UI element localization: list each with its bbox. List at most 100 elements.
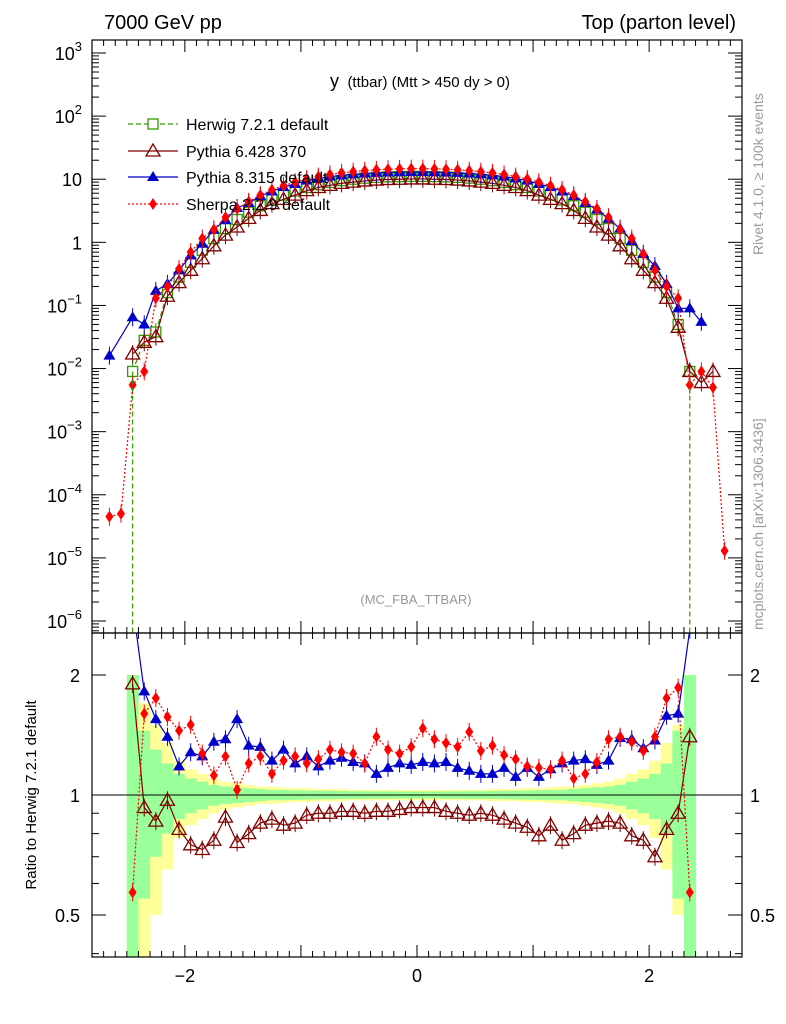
ratio-point-pythia-6-428-370 <box>286 814 304 829</box>
legend-label-pythia-8-315-default: Pythia 8.315 default <box>186 170 328 187</box>
mcplots-reference-label: mcplots.cern.ch [arXiv:1306.3436] <box>750 418 766 630</box>
main-point-pythia-8-315-default <box>695 315 708 326</box>
ratio-point-sherpa-2-2-9-default <box>291 750 300 763</box>
main-point-sherpa-2-2-9-default <box>592 202 601 215</box>
ratio-point-sherpa-2-2-9-default <box>233 783 242 796</box>
ratio-point-sherpa-2-2-9-default <box>685 886 694 899</box>
main-point-pythia-6-428-370 <box>263 195 281 210</box>
ratio-point-pythia-8-315-default <box>381 761 394 772</box>
ratio-point-sherpa-2-2-9-default <box>616 730 625 743</box>
ratio-point-sherpa-2-2-9-default <box>163 710 172 723</box>
ratio-point-sherpa-2-2-9-default <box>639 744 648 757</box>
ratio-point-pythia-8-315-default <box>161 730 174 741</box>
main-point-pythia-6-428-370 <box>553 195 571 210</box>
main-point-sherpa-2-2-9-default <box>407 162 416 175</box>
main-point-pythia-8-315-default <box>138 318 151 329</box>
main-point-sherpa-2-2-9-default <box>662 280 671 293</box>
ratio-point-sherpa-2-2-9-default <box>349 747 358 760</box>
main-point-pythia-6-428-370 <box>577 210 594 224</box>
main-point-pythia-6-428-370 <box>704 363 722 378</box>
main-point-sherpa-2-2-9-default <box>360 164 369 177</box>
ratio-point-pythia-8-315-default <box>498 761 511 772</box>
legend-marker-pythia-8-315-default <box>147 171 159 181</box>
ratio-point-pythia-8-315-default <box>474 767 487 778</box>
main-point-sherpa-2-2-9-default <box>105 510 114 523</box>
legend-label-herwig-7-2-1-default: Herwig 7.2.1 default <box>186 117 329 134</box>
main-point-sherpa-2-2-9-default <box>163 280 172 293</box>
main-point-pythia-6-428-370 <box>205 237 223 252</box>
main-point-sherpa-2-2-9-default <box>488 166 497 179</box>
legend: Herwig 7.2.1 default Pythia 6.428 370 Pyth… <box>128 117 331 214</box>
main-point-sherpa-2-2-9-default <box>244 195 253 208</box>
ratio-point-pythia-6-428-370 <box>345 803 362 817</box>
ratio-point-pythia-6-428-370 <box>310 804 327 819</box>
ratio-y-tick-label-right: 2 <box>750 666 760 686</box>
main-point-pythia-6-428-370 <box>542 191 559 205</box>
main-point-sherpa-2-2-9-default <box>697 365 706 378</box>
ratio-band-green <box>683 675 697 957</box>
ratio-point-pythia-6-428-370 <box>681 728 698 743</box>
ratio-point-pythia-6-428-370 <box>379 803 397 817</box>
main-point-pythia-6-428-370 <box>252 202 269 217</box>
ratio-point-sherpa-2-2-9-default <box>662 692 671 705</box>
main-point-pythia-6-428-370 <box>507 179 524 194</box>
ratio-point-pythia-8-315-default <box>451 761 464 772</box>
main-point-sherpa-2-2-9-default <box>117 507 126 520</box>
main-point-sherpa-2-2-9-default <box>720 544 729 557</box>
main-point-pythia-6-428-370 <box>310 179 327 194</box>
main-point-sherpa-2-2-9-default <box>325 168 334 181</box>
main-point-pythia-6-428-370 <box>159 287 176 302</box>
ratio-point-pythia-8-315-default <box>184 746 197 757</box>
ratio-point-sherpa-2-2-9-default <box>140 707 149 720</box>
header-left-label: 7000 GeV pp <box>104 12 222 34</box>
ratio-y-tick-label-left: 1 <box>70 786 80 806</box>
ratio-band-green <box>649 773 662 820</box>
ratio-point-sherpa-2-2-9-default <box>128 886 137 899</box>
ratio-point-pythia-6-428-370 <box>658 821 675 836</box>
ratio-point-pythia-8-315-default <box>660 709 673 720</box>
header-right-label: Top (parton level) <box>581 12 736 34</box>
main-point-pythia-6-428-370 <box>228 218 246 233</box>
main-point-pythia-6-428-370 <box>286 186 304 201</box>
y-tick-label: 1 <box>72 233 82 253</box>
main-point-sherpa-2-2-9-default <box>209 223 218 236</box>
ratio-point-pythia-8-315-default <box>254 740 267 751</box>
main-point-pythia-8-315-default <box>683 302 696 313</box>
main-point-sherpa-2-2-9-default <box>256 189 265 202</box>
main-point-sherpa-2-2-9-default <box>291 176 300 189</box>
ratio-point-pythia-6-428-370 <box>217 808 234 823</box>
ratio-point-pythia-8-315-default <box>207 735 220 746</box>
main-point-sherpa-2-2-9-default <box>349 165 358 178</box>
ratio-point-pythia-6-428-370 <box>530 827 548 842</box>
ratio-point-pythia-6-428-370 <box>484 806 501 821</box>
ratio-y-axis-label: Ratio to Herwig 7.2.1 default <box>23 700 40 890</box>
ratio-point-sherpa-2-2-9-default <box>337 746 346 759</box>
main-point-pythia-6-428-370 <box>333 175 350 190</box>
x-tick-label: 0 <box>412 966 422 986</box>
main-point-sherpa-2-2-9-default <box>442 163 451 176</box>
ratio-point-pythia-8-315-default <box>509 770 522 781</box>
ratio-point-pythia-8-315-default <box>416 755 429 766</box>
main-point-sherpa-2-2-9-default <box>151 292 160 305</box>
ratio-point-pythia-6-428-370 <box>461 806 478 821</box>
ratio-y-tick-label-right: 1 <box>750 786 760 806</box>
x-tick-label: 2 <box>644 966 654 986</box>
ratio-point-pythia-6-428-370 <box>449 804 466 819</box>
main-point-sherpa-2-2-9-default <box>581 195 590 208</box>
rivet-version-label: Rivet 4.1.0, ≥ 100k events <box>750 93 766 255</box>
ratio-point-pythia-6-428-370 <box>205 831 223 846</box>
main-point-pythia-6-428-370 <box>217 226 234 241</box>
ratio-point-pythia-6-428-370 <box>472 804 489 819</box>
ratio-point-pythia-6-428-370 <box>542 816 559 831</box>
ratio-point-pythia-8-315-default <box>602 754 615 765</box>
ratio-point-pythia-8-315-default <box>463 764 476 775</box>
ratio-point-sherpa-2-2-9-default <box>198 747 207 760</box>
ratio-point-pythia-8-315-default <box>138 685 151 696</box>
ratio-point-sherpa-2-2-9-default <box>151 692 160 705</box>
main-point-sherpa-2-2-9-default <box>465 164 474 177</box>
ratio-point-pythia-8-315-default <box>486 767 499 778</box>
ratio-point-pythia-6-428-370 <box>635 831 652 846</box>
ratio-point-sherpa-2-2-9-default <box>627 735 636 748</box>
main-point-pythia-6-428-370 <box>635 262 652 276</box>
main-point-pythia-6-428-370 <box>600 226 617 241</box>
